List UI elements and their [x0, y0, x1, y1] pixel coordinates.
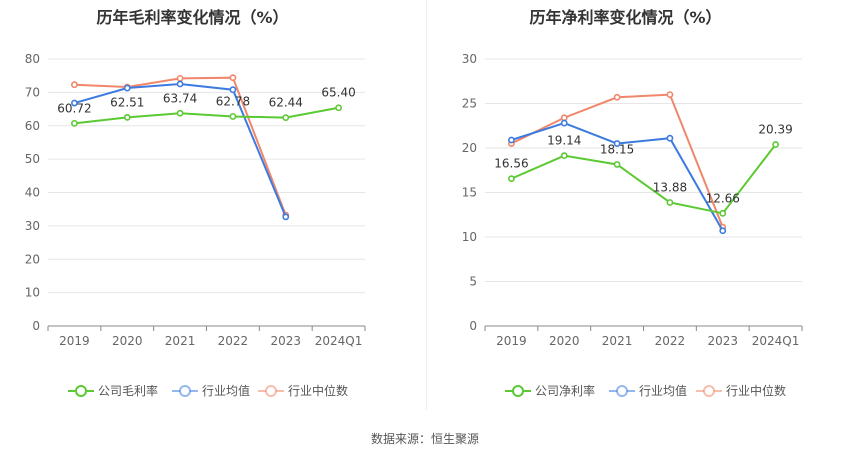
y-tick-label: 20: [462, 141, 477, 155]
x-tick-label: 2021: [165, 334, 196, 348]
x-tick-label: 2021: [602, 334, 633, 348]
legend-marker-icon: [68, 385, 94, 397]
legend-marker-icon: [258, 385, 284, 397]
data-point: [229, 74, 237, 82]
data-point: [508, 175, 515, 183]
data-label: 63.74: [163, 91, 197, 105]
data-point: [123, 113, 131, 121]
data-point: [666, 134, 674, 142]
legend-label: 公司净利率: [535, 384, 596, 398]
data-label: 62.78: [216, 94, 250, 108]
data-label: 20.39: [758, 123, 792, 137]
legend-label: 行业中位数: [288, 384, 349, 398]
panel-divider: [426, 0, 427, 410]
y-tick-label: 25: [462, 97, 477, 111]
net-margin-chart: 0 5 10 15 20 25 30 2019 2020 2021 2022 2023 2024Q1 16…: [462, 52, 803, 348]
gross-margin-chart-panel: 历年毛利率变化情况（%） 0 10 20 30 40 50 60 70 80 2019 2020 20…: [0, 0, 425, 420]
y-tick-label: 60: [25, 119, 40, 133]
data-label: 62.44: [269, 96, 303, 110]
data-point: [772, 141, 779, 148]
gross-margin-chart: 0 10 20 30 40 50 60 70 80 2019 2020 2021 2022 2023 202…: [25, 52, 366, 348]
y-tick-label: 10: [25, 286, 40, 300]
data-point: [613, 161, 621, 168]
data-label: 13.88: [653, 180, 687, 194]
data-point: [71, 81, 78, 89]
data-point: [229, 86, 237, 94]
y-tick-label: 10: [462, 230, 477, 244]
data-point: [560, 119, 568, 127]
data-point: [176, 109, 184, 117]
data-point: [508, 136, 515, 144]
data-label: 18.15: [600, 142, 634, 156]
data-point: [176, 74, 184, 82]
y-tick-label: 80: [25, 52, 40, 66]
x-tick-label: 2024Q1: [752, 334, 800, 348]
data-label: 19.14: [547, 134, 581, 148]
data-point: [282, 213, 290, 221]
legend-marker-icon: [609, 385, 635, 397]
legend-marker-icon: [505, 385, 531, 397]
data-point: [282, 114, 290, 122]
legend-marker-icon: [172, 385, 198, 397]
data-point: [71, 119, 78, 127]
x-tick-label: 2019: [59, 334, 90, 348]
y-tick-label: 5: [469, 275, 477, 289]
data-point: [176, 80, 184, 88]
data-point: [719, 209, 727, 217]
data-point: [666, 91, 674, 98]
y-tick-label: 30: [462, 52, 477, 66]
data-point: [229, 113, 237, 120]
y-tick-label: 70: [25, 85, 40, 99]
data-point: [560, 152, 568, 160]
data-point: [123, 84, 131, 92]
data-label: 65.40: [321, 86, 355, 100]
data-label: 60.72: [57, 101, 91, 115]
y-tick-label: 40: [25, 186, 40, 200]
legend-label: 行业中位数: [726, 384, 787, 398]
data-label: 62.51: [110, 95, 144, 109]
legend-label: 行业均值: [639, 384, 688, 398]
data-source-note: 数据来源：恒生聚源: [370, 432, 479, 446]
legend-label: 行业均值: [202, 384, 251, 398]
x-tick-label: 2022: [218, 334, 249, 348]
data-point: [666, 199, 674, 206]
data-point: [719, 227, 727, 235]
net-margin-chart-panel: 历年净利率变化情况（%） 0 5 10 15 20 25 30 2019 2020 2021 202…: [425, 0, 850, 420]
x-tick-label: 2022: [655, 334, 686, 348]
chart-title: 历年毛利率变化情况（%）: [96, 8, 289, 27]
y-tick-label: 50: [25, 152, 40, 166]
x-tick-label: 2020: [112, 334, 143, 348]
x-tick-label: 2024Q1: [315, 334, 363, 348]
y-tick-label: 0: [469, 319, 477, 333]
y-tick-label: 0: [32, 319, 40, 333]
legend-label: 公司毛利率: [98, 384, 159, 398]
y-tick-label: 30: [25, 219, 40, 233]
series-line: [511, 143, 777, 215]
series-line: [511, 122, 724, 232]
y-tick-label: 20: [25, 252, 40, 266]
x-tick-label: 2023: [270, 334, 301, 348]
data-label: 12.66: [706, 191, 740, 205]
chart-title: 历年净利率变化情况（%）: [529, 8, 722, 27]
data-label: 16.56: [494, 157, 528, 171]
legend-marker-icon: [696, 385, 722, 397]
data-point: [71, 99, 78, 107]
data-point: [560, 114, 568, 122]
data-point: [613, 140, 621, 147]
y-tick-label: 15: [462, 186, 477, 200]
data-point: [613, 93, 621, 101]
x-tick-label: 2020: [549, 334, 580, 348]
series-line: [74, 106, 339, 125]
data-point: [335, 104, 342, 112]
x-tick-label: 2019: [496, 334, 527, 348]
x-tick-label: 2023: [707, 334, 738, 348]
